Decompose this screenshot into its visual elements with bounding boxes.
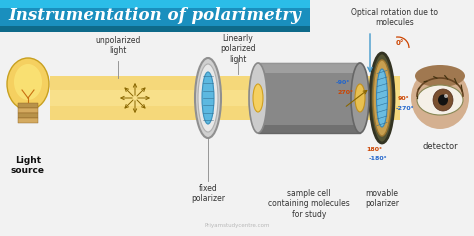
Ellipse shape: [249, 63, 267, 133]
Text: 90°: 90°: [398, 96, 410, 101]
FancyBboxPatch shape: [0, 26, 310, 32]
Text: detector: detector: [422, 142, 458, 151]
FancyBboxPatch shape: [18, 103, 38, 108]
Text: Optical rotation due to
molecules: Optical rotation due to molecules: [352, 8, 438, 27]
Ellipse shape: [198, 64, 218, 132]
FancyBboxPatch shape: [50, 76, 400, 120]
Text: -180°: -180°: [369, 156, 387, 161]
Text: 270°: 270°: [338, 90, 354, 96]
Text: sample cell
containing molecules
for study: sample cell containing molecules for stu…: [268, 189, 350, 219]
Text: 0°: 0°: [396, 40, 404, 46]
Ellipse shape: [417, 85, 463, 115]
FancyBboxPatch shape: [0, 0, 310, 8]
Ellipse shape: [253, 84, 263, 112]
Ellipse shape: [438, 94, 448, 105]
FancyBboxPatch shape: [258, 63, 360, 133]
Text: movable
polarizer: movable polarizer: [365, 189, 399, 208]
FancyBboxPatch shape: [0, 0, 310, 32]
Text: -90°: -90°: [336, 80, 350, 85]
FancyBboxPatch shape: [18, 113, 38, 118]
Ellipse shape: [7, 58, 49, 110]
Ellipse shape: [355, 84, 365, 112]
Text: -270°: -270°: [396, 106, 415, 111]
Ellipse shape: [202, 72, 214, 124]
Text: unpolarized
light: unpolarized light: [95, 36, 141, 55]
FancyBboxPatch shape: [18, 108, 38, 113]
Ellipse shape: [376, 69, 388, 127]
Ellipse shape: [415, 65, 465, 87]
Text: 180°: 180°: [366, 147, 382, 152]
FancyBboxPatch shape: [258, 125, 360, 133]
Ellipse shape: [370, 53, 394, 143]
Ellipse shape: [14, 64, 42, 100]
Text: fixed
polarizer: fixed polarizer: [191, 184, 225, 203]
Text: Light
source: Light source: [11, 156, 45, 175]
FancyBboxPatch shape: [50, 90, 400, 106]
Ellipse shape: [444, 94, 448, 98]
Ellipse shape: [351, 63, 369, 133]
FancyBboxPatch shape: [258, 63, 360, 73]
Ellipse shape: [373, 60, 391, 136]
Text: Priyamstudycentre.com: Priyamstudycentre.com: [204, 223, 270, 228]
Text: Linearly
polarized
light: Linearly polarized light: [220, 34, 256, 64]
Ellipse shape: [411, 67, 469, 129]
Text: Instrumentation of polarimetry: Instrumentation of polarimetry: [8, 8, 301, 25]
Ellipse shape: [195, 58, 221, 138]
FancyBboxPatch shape: [18, 118, 38, 123]
Ellipse shape: [433, 89, 453, 111]
